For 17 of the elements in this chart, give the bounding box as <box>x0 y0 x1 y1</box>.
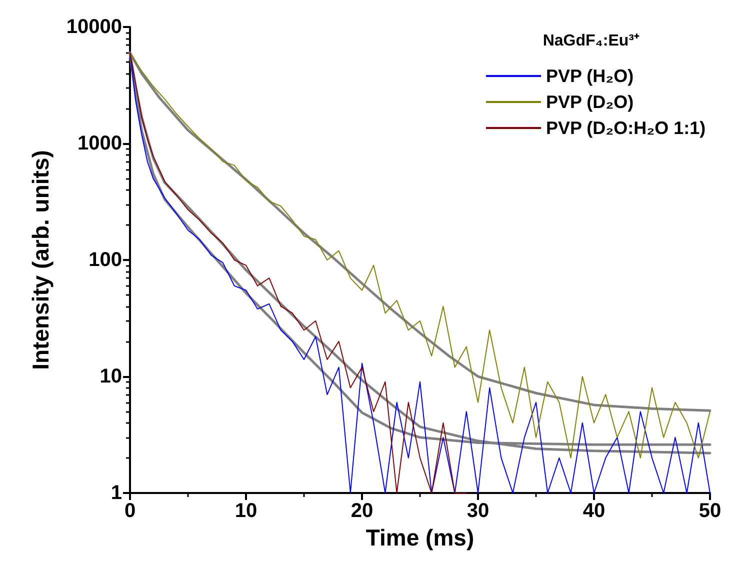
y-axis-title: Intensity (arb. units) <box>28 150 54 370</box>
y-tick-label: 1000 <box>78 132 122 154</box>
y-tick-label: 10 <box>100 366 122 388</box>
y-tick-label: 1 <box>110 482 122 504</box>
legend-title: NaGdF₄:Eu³⁺ <box>542 32 640 50</box>
legend-label: PVP (H₂O) <box>546 66 634 86</box>
legend-label: PVP (D₂O) <box>546 92 634 112</box>
x-tick-label: 50 <box>698 500 722 522</box>
y-tick-label: 10000 <box>66 16 122 38</box>
x-tick-label: 40 <box>582 500 606 522</box>
legend-label: PVP (D₂O:H₂O 1:1) <box>546 118 706 138</box>
x-tick-label: 20 <box>350 500 374 522</box>
x-tick-label: 10 <box>234 500 258 522</box>
y-tick-label: 100 <box>88 249 122 271</box>
x-tick-label: 30 <box>466 500 490 522</box>
x-tick-label: 0 <box>124 500 136 522</box>
x-axis-title: Time (ms) <box>366 524 474 550</box>
